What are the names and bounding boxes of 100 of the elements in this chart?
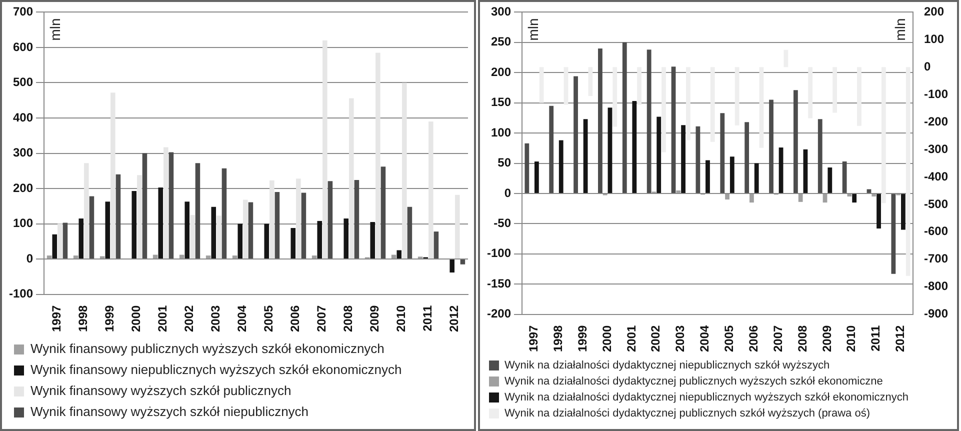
bar <box>876 194 881 229</box>
bar <box>656 116 662 193</box>
bar <box>744 122 750 193</box>
y-tick-label: 100 <box>12 216 34 230</box>
y-tick-label: 300 <box>490 4 512 19</box>
bar <box>248 202 254 259</box>
y-tick-label: -150 <box>486 276 512 290</box>
bar <box>676 190 681 193</box>
bar <box>168 152 174 259</box>
y-tick-label: 200 <box>12 180 34 195</box>
bar <box>450 260 454 272</box>
y-tick-label: -200 <box>486 306 512 321</box>
bar <box>852 194 857 203</box>
bar <box>89 196 94 259</box>
x-tick-label: 2003 <box>673 324 688 352</box>
x-tick-label: 2003 <box>208 304 223 332</box>
legend-label: Wynik na działalności dydaktycznej niepublicznych wyższych szkół ekonomicznych <box>504 392 909 404</box>
legend-label: Wynik finansowy publicznych wyższych szkół ekonomicznych <box>30 341 384 356</box>
y-tick-label: -100 <box>8 286 34 301</box>
bar <box>274 192 280 259</box>
y2-tick-label: -600 <box>924 224 948 238</box>
x-tick-label: 2009 <box>820 324 834 352</box>
bar <box>110 92 116 259</box>
bar <box>793 90 798 193</box>
bar <box>301 192 306 259</box>
x-tick-label: 2006 <box>288 304 302 332</box>
legend-label: Wynik finansowy niepublicznych wyższych szkół ekonomicznych <box>30 362 402 378</box>
x-tick-label: 1999 <box>102 304 117 332</box>
bar <box>407 206 412 259</box>
bar <box>84 163 89 259</box>
x-tick-label: 2007 <box>314 304 329 332</box>
y-tick-label: 0 <box>26 251 34 266</box>
y2-tick-label: -800 <box>924 279 948 294</box>
bar <box>132 190 136 259</box>
y2-tick-label: -200 <box>924 114 948 128</box>
y-tick-label: 100 <box>490 125 512 140</box>
bar <box>164 147 168 259</box>
bar <box>137 175 142 259</box>
bar <box>62 222 68 259</box>
y2-tick-label: 200 <box>924 4 944 19</box>
bar <box>455 194 460 259</box>
bar <box>754 163 759 193</box>
bar <box>872 194 876 196</box>
x-tick-label: 2012 <box>447 304 462 332</box>
bar <box>349 98 354 259</box>
y2-tick-label: -300 <box>924 142 948 156</box>
bar <box>328 181 333 259</box>
bar <box>52 234 57 259</box>
bar <box>211 206 216 259</box>
bar <box>402 82 407 259</box>
bar <box>232 256 238 259</box>
bar <box>730 156 734 193</box>
bar <box>73 256 78 259</box>
x-tick-label: 2002 <box>182 304 196 332</box>
y-tick-label: 500 <box>12 75 34 90</box>
bar <box>376 52 380 259</box>
y2-tick-label: -100 <box>924 86 948 101</box>
x-tick-label: 2004 <box>235 304 250 332</box>
bar <box>344 218 348 259</box>
legend-label: Wynik na działalności dydaktycznej niepublicznych szkół wyższych <box>504 360 830 372</box>
legend-label: Wynik finansowy wyższych szkół publicznych <box>30 383 292 398</box>
bar <box>803 149 808 193</box>
x-tick-label: 2011 <box>420 304 435 332</box>
x-tick-label: 1999 <box>575 324 590 352</box>
legend-label: Wynik na działalności dydaktycznej publicznych wyższych szkół ekonomiczne <box>504 376 883 388</box>
bar <box>524 143 530 193</box>
bar <box>769 100 774 193</box>
bar <box>216 216 222 259</box>
y-axis-title: mln <box>46 18 63 41</box>
y2-tick-label: -900 <box>924 306 948 321</box>
bar <box>798 194 803 202</box>
bar <box>290 228 296 259</box>
bar <box>720 113 725 193</box>
y-tick-label: -100 <box>486 246 512 260</box>
bar <box>558 140 564 193</box>
x-tick-label: 2001 <box>156 304 170 332</box>
bar <box>322 40 328 259</box>
bar <box>534 161 539 193</box>
bar <box>354 180 360 259</box>
x-tick-label: 2010 <box>844 324 858 352</box>
y2-tick-label: -700 <box>924 252 948 266</box>
y-tick-label: 400 <box>12 110 34 124</box>
bar <box>847 194 852 196</box>
bar <box>195 163 200 259</box>
bar <box>822 194 828 203</box>
x-tick-label: 1998 <box>76 304 90 332</box>
bar <box>671 66 676 193</box>
x-tick-label: 1997 <box>526 324 541 352</box>
bar <box>622 42 627 193</box>
bar <box>842 161 847 193</box>
bar <box>317 220 322 259</box>
bar <box>243 200 248 259</box>
bar <box>608 108 612 193</box>
x-tick-label: 2012 <box>893 324 908 352</box>
bar <box>190 214 195 259</box>
y-tick-label: 0 <box>504 186 512 200</box>
bar <box>434 232 439 259</box>
bar <box>428 122 434 259</box>
y2-axis-title: mln <box>892 18 908 41</box>
bar <box>583 119 588 193</box>
